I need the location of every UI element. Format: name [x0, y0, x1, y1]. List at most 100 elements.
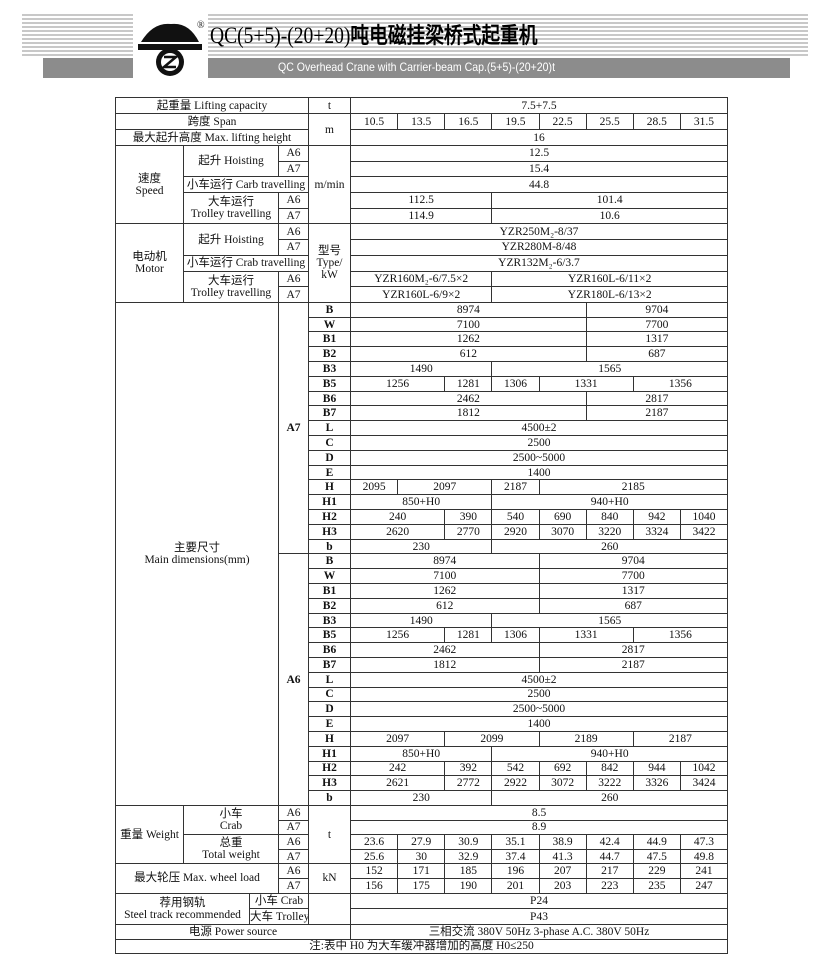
value-cell: 1256: [349, 375, 446, 392]
value-cell: 8.5: [350, 804, 728, 821]
value-cell: 16.5: [444, 113, 493, 130]
value-cell: 3220: [585, 523, 634, 540]
value-cell: 542: [491, 760, 540, 777]
value-cell: 8974: [350, 553, 540, 570]
label-line: 主要尺寸: [174, 541, 220, 554]
value-cell: 207: [538, 863, 587, 879]
value-cell: 156: [349, 877, 399, 894]
value-cell: 8974: [350, 301, 587, 318]
dim-row-a7: E 1400: [116, 464, 728, 481]
value-cell: 2462: [350, 390, 587, 407]
value-cell: 7.5+7.5: [350, 97, 728, 114]
speed-crab: 小车运行 Carb travelling 44.8: [116, 176, 728, 194]
value-cell: 2187: [585, 405, 729, 422]
grade-a6: A6: [278, 270, 309, 288]
value-cell: 1331: [538, 627, 634, 644]
value-cell: 3072: [538, 775, 587, 792]
value-cell: 196: [491, 863, 540, 879]
value-cell: 7700: [538, 568, 728, 585]
value-cell: 175: [397, 877, 446, 894]
value-cell: 41.3: [538, 848, 587, 865]
value-cell: 190: [444, 877, 493, 894]
value-cell: 7100: [350, 568, 540, 585]
value-cell: 392: [444, 760, 493, 777]
dim-key: b: [308, 790, 351, 806]
grade-a7: A7: [278, 848, 309, 865]
value-cell: 1281: [444, 627, 493, 644]
value-cell: 1356: [632, 627, 729, 644]
value-cell: 38.9: [538, 834, 587, 850]
dim-row-a6: H3 2621 2772 2922 3072 3222 3326 3424: [116, 775, 729, 792]
speed-trolley-a7: A7 114.9 10.6: [116, 207, 728, 225]
value-cell: 1400: [350, 716, 728, 732]
value-cell: 612: [350, 346, 587, 363]
value-cell: 3424: [679, 775, 729, 792]
value-cell: 260: [491, 790, 728, 806]
dim-key: W: [308, 316, 351, 333]
label-hoisting: 起升 Hoisting: [183, 144, 279, 178]
value-cell: 2097: [349, 730, 446, 747]
value-cell: 2095: [349, 479, 399, 496]
label-line: 小车: [219, 808, 243, 821]
dim-key: H2: [308, 760, 351, 777]
dim-key: H: [308, 730, 351, 747]
value-cell: 3324: [632, 523, 681, 540]
value-cell: 1490: [349, 361, 493, 377]
dim-key: L: [308, 420, 351, 437]
value-cell: P43: [350, 908, 728, 925]
value-cell: 2097: [397, 479, 493, 496]
value-cell: 850+H0: [349, 494, 493, 511]
value-cell: 3222: [585, 775, 634, 792]
row-lifting-height: 最大起升高度 Max. lifting height 16: [115, 129, 728, 146]
label-hoisting: 起升 Hoisting: [183, 223, 279, 256]
value-cell: 2185: [538, 479, 728, 496]
value-cell: 2099: [444, 730, 540, 747]
value-cell: 2621: [349, 775, 446, 792]
label-total-weight: 总重 Total weight: [183, 834, 279, 865]
grade-a6: A6: [278, 804, 309, 821]
grade-a6: A6: [278, 145, 309, 162]
value-cell: 30.9: [444, 834, 493, 850]
label-line: 电动机: [132, 251, 167, 264]
value-cell: 1306: [491, 375, 540, 392]
value-cell: 1262: [350, 331, 587, 348]
dim-key: W: [308, 568, 351, 585]
speed-trolley-a6: 大车运行 Trolley travelling A6 112.5 101.4: [116, 192, 728, 225]
value-cell: 2462: [350, 642, 540, 658]
label-line: Crab: [219, 820, 243, 833]
value-cell: 1256: [349, 627, 446, 644]
row-lifting-capacity: 起重量 Lifting capacity t 7.5+7.5: [115, 97, 728, 114]
label-rail-crab: 小车 Crab: [249, 892, 309, 910]
value-cell: 30: [397, 848, 446, 865]
label-crab-travelling: 小车运行 Crab travelling: [183, 254, 309, 272]
value-cell: 390: [444, 509, 493, 525]
value-cell: 2187: [491, 479, 540, 496]
unit-type-kw: 型号 Type/kW: [308, 223, 351, 303]
value-cell: 1306: [491, 627, 540, 644]
label-trolley-travelling: 大车运行 Trolley travelling: [183, 192, 279, 225]
unit-t: t: [308, 804, 351, 865]
title-model: QC(5+5)-(20+20): [210, 23, 351, 48]
grade-a7: A7: [278, 819, 309, 836]
dim-key: B2: [308, 597, 351, 614]
value-cell: 44.8: [350, 176, 728, 194]
value-cell: 235: [632, 877, 681, 894]
motor-trolley-a6: 大车运行 Trolley travelling A6 YZR160M₂-6/7.5×2…: [116, 270, 728, 303]
value-cell: 1565: [491, 612, 728, 629]
unit-kn: kN: [308, 863, 351, 894]
label-rail-trolley: 大车 Trolley: [249, 908, 309, 925]
value-cell: 10.6: [491, 207, 728, 225]
grade-a6: A6: [278, 863, 309, 879]
value-cell: 942: [632, 509, 681, 525]
wheel-a6: 最大轮压 Max. wheel load A6 kN 152 171 185 196 207 2…: [115, 863, 729, 894]
value-cell: 692: [538, 760, 587, 777]
grade-a6: A6: [278, 834, 309, 850]
grade-a7: A7: [278, 301, 309, 555]
dim-row-a7: B2 612 687: [116, 346, 729, 363]
dim-key: B7: [308, 657, 351, 673]
label-motor: 电动机 Motor: [115, 223, 184, 303]
value-cell: 230: [349, 790, 493, 806]
unit-m: m: [308, 113, 351, 146]
value-cell: 1812: [350, 405, 587, 422]
value-cell: YZR132M₂-6/3.7: [350, 254, 728, 272]
